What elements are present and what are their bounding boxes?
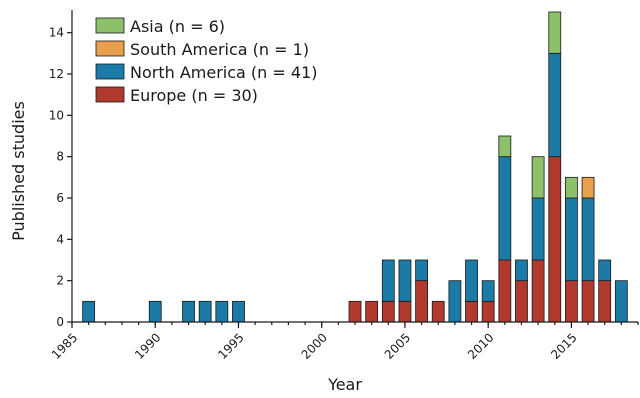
bar-segment-2018-series-1	[614, 280, 628, 323]
legend-swatch-3	[95, 17, 125, 34]
legend-label-1: North America (n = 41)	[130, 63, 317, 82]
y-tick-label-10: 10	[49, 108, 64, 122]
bar-segment-2014-series-3	[548, 11, 562, 54]
bar-segment-2006-series-0	[415, 280, 428, 323]
bar-segment-2004-series-0	[381, 300, 395, 323]
y-tick-label-8: 8	[56, 150, 64, 164]
bar-segment-1986-series-1	[82, 300, 96, 323]
bar-segment-2005-series-0	[398, 300, 412, 323]
bar-segment-1993-series-1	[198, 300, 212, 323]
bar-segment-2017-series-0	[598, 280, 612, 323]
legend-swatch-0	[95, 86, 125, 103]
bar-segment-2017-series-1	[598, 259, 612, 282]
legend-label-2: South America (n = 1)	[130, 40, 309, 59]
bar-segment-2005-series-1	[398, 259, 412, 302]
bar-segment-2011-series-3	[498, 135, 512, 158]
bar-segment-1994-series-1	[215, 300, 229, 323]
y-tick-label-14: 14	[49, 26, 64, 40]
y-tick-label-4: 4	[56, 232, 64, 246]
bar-segment-2012-series-1	[515, 259, 528, 282]
bar-segment-2006-series-1	[415, 259, 428, 282]
bar-segment-2002-series-0	[348, 300, 362, 323]
bar-segment-2016-series-2	[581, 176, 595, 199]
bar-segment-2010-series-0	[481, 300, 495, 323]
bar-segment-2012-series-0	[515, 280, 528, 323]
bars-layer	[82, 11, 628, 323]
x-tick-label-1990: 1990	[132, 330, 163, 361]
x-axis-title: Year	[327, 375, 362, 394]
y-tick-label-2: 2	[56, 274, 64, 288]
x-tick-label-2010: 2010	[465, 330, 496, 361]
y-tick-label-6: 6	[56, 191, 64, 205]
bar-segment-2016-series-0	[581, 280, 595, 323]
legend-label-3: Asia (n = 6)	[130, 17, 225, 36]
x-tick-label-1995: 1995	[215, 330, 246, 361]
legend-swatch-2	[95, 40, 125, 57]
x-tick-label-1985: 1985	[49, 330, 80, 361]
bar-segment-2013-series-1	[531, 197, 545, 261]
y-axis-title: Published studies	[9, 101, 28, 241]
bar-segment-2011-series-1	[498, 156, 512, 261]
bar-segment-2015-series-1	[565, 197, 578, 282]
bar-segment-2014-series-0	[548, 156, 562, 323]
legend-label-0: Europe (n = 30)	[130, 86, 258, 105]
x-tick-label-2000: 2000	[299, 330, 330, 361]
bar-segment-1995-series-1	[232, 300, 245, 323]
bar-segment-2011-series-0	[498, 259, 512, 323]
bar-segment-2010-series-1	[481, 280, 495, 302]
bar-segment-2004-series-1	[381, 259, 395, 302]
legend-swatch-1	[95, 63, 125, 80]
bar-segment-2015-series-3	[565, 176, 578, 199]
bar-segment-1990-series-1	[148, 300, 162, 323]
bar-segment-2013-series-3	[531, 156, 545, 199]
bar-segment-2007-series-0	[431, 300, 445, 323]
bar-segment-2009-series-1	[465, 259, 478, 302]
bar-segment-2016-series-1	[581, 197, 595, 282]
y-tick-label-0: 0	[56, 315, 64, 329]
y-tick-label-12: 12	[49, 67, 64, 81]
bar-segment-2008-series-1	[448, 280, 462, 323]
bar-segment-2009-series-0	[465, 300, 478, 323]
legend: Asia (n = 6) South America (n = 1) North A…	[95, 17, 317, 105]
bar-segment-1992-series-1	[182, 300, 195, 323]
bar-segment-2013-series-0	[531, 259, 545, 323]
x-tick-label-2005: 2005	[382, 330, 413, 361]
bar-segment-2003-series-0	[365, 300, 379, 323]
x-tick-label-2015: 2015	[548, 330, 579, 361]
bar-segment-2015-series-0	[565, 280, 578, 323]
bar-segment-2014-series-1	[548, 52, 562, 158]
